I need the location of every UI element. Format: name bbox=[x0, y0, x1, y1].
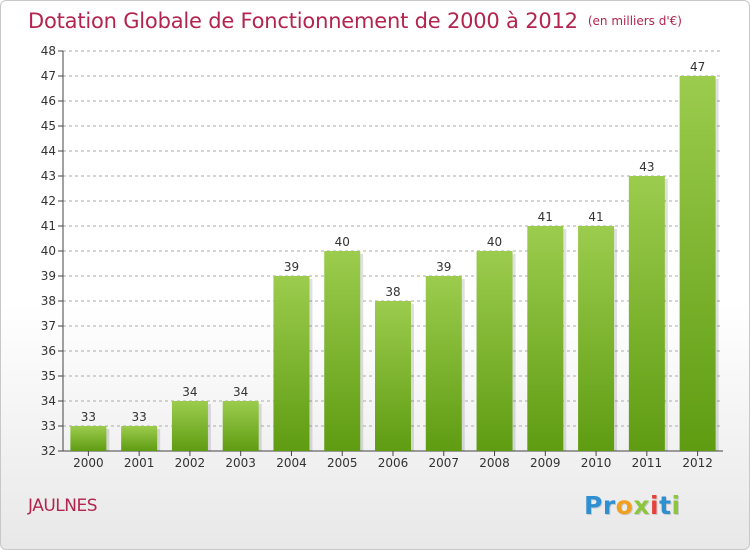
y-tick-label: 37 bbox=[41, 319, 56, 333]
bar-value-label: 39 bbox=[284, 260, 299, 274]
bar bbox=[527, 226, 564, 451]
bar bbox=[273, 276, 310, 451]
bar bbox=[70, 426, 107, 451]
x-tick-label: 2011 bbox=[632, 456, 663, 470]
logo-letter: i bbox=[671, 491, 681, 520]
x-tick-label: 2006 bbox=[378, 456, 409, 470]
y-tick-label: 33 bbox=[41, 419, 56, 433]
bar-value-label: 33 bbox=[132, 410, 147, 424]
commune-name: JAULNES bbox=[28, 496, 98, 516]
bar-value-label: 39 bbox=[436, 260, 451, 274]
x-tick-label: 2005 bbox=[327, 456, 358, 470]
bar-value-label: 33 bbox=[81, 410, 96, 424]
bar-value-label: 38 bbox=[385, 285, 400, 299]
x-tick-label: 2012 bbox=[682, 456, 713, 470]
logo-letter: r bbox=[602, 491, 616, 520]
y-tick-label: 44 bbox=[41, 144, 56, 158]
bar bbox=[222, 401, 259, 451]
x-tick-label: 2007 bbox=[428, 456, 459, 470]
logo-letter: o bbox=[615, 491, 634, 520]
x-tick-label: 2000 bbox=[73, 456, 104, 470]
y-tick-label: 40 bbox=[41, 244, 56, 258]
logo-letter: x bbox=[633, 491, 650, 520]
y-tick-label: 39 bbox=[41, 269, 56, 283]
y-tick-label: 32 bbox=[41, 444, 56, 458]
logo-letter: t bbox=[659, 491, 672, 520]
bar-value-label: 34 bbox=[233, 385, 248, 399]
y-tick-label: 48 bbox=[41, 44, 56, 58]
y-tick-label: 35 bbox=[41, 369, 56, 383]
chart-title: Dotation Globale de Fonctionnement de 20… bbox=[28, 9, 682, 33]
y-tick-label: 38 bbox=[41, 294, 56, 308]
logo-letter: P bbox=[584, 491, 603, 520]
y-tick-label: 45 bbox=[41, 119, 56, 133]
bar bbox=[375, 301, 411, 451]
bar bbox=[628, 176, 665, 451]
y-tick-label: 41 bbox=[41, 219, 56, 233]
logo-letter: i bbox=[650, 491, 660, 520]
bar bbox=[171, 401, 208, 451]
bar-value-label: 34 bbox=[182, 385, 197, 399]
chart-subtitle: (en milliers d'€) bbox=[587, 14, 682, 28]
bar bbox=[476, 251, 513, 451]
x-tick-label: 2003 bbox=[225, 456, 256, 470]
bar-value-label: 40 bbox=[487, 235, 502, 249]
bar bbox=[679, 76, 716, 451]
bar-value-label: 43 bbox=[639, 160, 654, 174]
y-tick-label: 36 bbox=[41, 344, 56, 358]
x-tick-label: 2010 bbox=[581, 456, 612, 470]
x-tick-label: 2002 bbox=[175, 456, 206, 470]
bar bbox=[121, 426, 158, 451]
bar-value-label: 41 bbox=[538, 210, 553, 224]
bar-value-label: 41 bbox=[588, 210, 603, 224]
bar-value-label: 47 bbox=[690, 60, 705, 74]
x-tick-label: 2009 bbox=[530, 456, 561, 470]
y-tick-label: 46 bbox=[41, 94, 56, 108]
chart-title-text: Dotation Globale de Fonctionnement de 20… bbox=[28, 9, 578, 33]
bar bbox=[324, 251, 361, 451]
x-tick-label: 2008 bbox=[479, 456, 510, 470]
bar bbox=[425, 276, 462, 451]
bar bbox=[578, 226, 615, 451]
y-tick-label: 34 bbox=[41, 394, 56, 408]
x-tick-label: 2001 bbox=[124, 456, 155, 470]
proxiti-logo: Proxiti bbox=[584, 491, 681, 520]
bar-value-label: 40 bbox=[335, 235, 350, 249]
y-tick-label: 42 bbox=[41, 194, 56, 208]
x-tick-label: 2004 bbox=[276, 456, 307, 470]
y-tick-label: 47 bbox=[41, 69, 56, 83]
y-tick-label: 43 bbox=[41, 169, 56, 183]
